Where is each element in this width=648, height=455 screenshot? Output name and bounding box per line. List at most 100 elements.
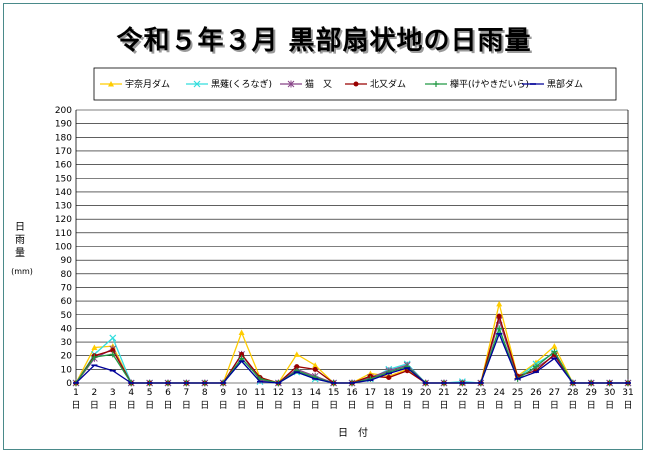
x-tick-suffix: 日: [255, 400, 264, 411]
data-point: [533, 363, 539, 370]
legend-label: 北又ダム: [370, 78, 406, 90]
data-point: [109, 351, 116, 358]
series-line: [75, 313, 628, 384]
data-point: [312, 366, 318, 372]
series-0: [73, 300, 631, 386]
x-axis-ticks: 1日2日3日4日5日6日7日8日9日10日11日12日13日14日15日16日1…: [71, 388, 633, 411]
legend-entry: 宇奈月ダム: [100, 78, 170, 90]
legend-marker: [287, 80, 295, 88]
x-tick-label: 22: [457, 388, 468, 398]
x-axis-label: 日 付: [338, 426, 368, 439]
y-axis-label-char: 量: [15, 247, 25, 259]
series-line: [75, 303, 628, 384]
legend-entry: 黒部ダム: [522, 78, 583, 90]
legend-label: 黒部ダム: [547, 78, 583, 90]
y-axis-label: 日雨量 (mm): [11, 222, 33, 276]
legend-marker: [353, 81, 359, 87]
y-tick-label: 150: [55, 174, 72, 184]
legend-marker: [193, 80, 201, 88]
x-tick-suffix: 日: [274, 400, 283, 411]
legend-label: 黒薙(くろなぎ): [211, 78, 272, 90]
x-tick-label: 5: [147, 388, 153, 398]
data-point: [91, 354, 98, 361]
x-tick-suffix: 日: [403, 400, 412, 411]
x-tick-label: 12: [273, 388, 284, 398]
x-tick-suffix: 日: [495, 400, 504, 411]
x-tick-label: 15: [328, 388, 339, 398]
x-tick-label: 23: [475, 388, 486, 398]
data-point: [91, 344, 98, 351]
series-line: [75, 329, 628, 384]
x-tick-label: 6: [165, 388, 171, 398]
x-tick-suffix: 日: [421, 400, 430, 411]
y-axis-label-char: 雨: [15, 235, 25, 246]
x-tick-suffix: 日: [439, 400, 448, 411]
y-tick-label: 30: [61, 338, 73, 348]
y-tick-label: 160: [55, 161, 72, 171]
x-tick-label: 30: [604, 388, 616, 398]
y-tick-label: 90: [61, 256, 73, 266]
x-tick-label: 17: [365, 388, 376, 398]
x-tick-suffix: 日: [292, 400, 301, 411]
series-line: [75, 317, 628, 384]
data-point: [496, 325, 503, 332]
y-tick-label: 170: [55, 147, 72, 157]
data-point: [496, 300, 503, 307]
x-tick-label: 16: [346, 388, 358, 398]
x-tick-label: 19: [401, 388, 413, 398]
y-tick-label: 40: [61, 324, 73, 334]
x-tick-suffix: 日: [329, 400, 338, 411]
data-point: [109, 334, 117, 342]
x-tick-label: 21: [438, 388, 449, 398]
y-tick-label: 60: [61, 297, 73, 307]
x-tick-suffix: 日: [623, 400, 632, 411]
data-point: [294, 364, 300, 370]
x-tick-suffix: 日: [347, 400, 356, 411]
x-tick-label: 7: [184, 388, 190, 398]
x-tick-suffix: 日: [127, 400, 136, 411]
x-tick-suffix: 日: [384, 400, 393, 411]
x-tick-label: 29: [585, 388, 597, 398]
x-tick-label: 4: [128, 388, 134, 398]
y-tick-label: 130: [55, 202, 72, 212]
x-tick-label: 8: [202, 388, 208, 398]
x-tick-suffix: 日: [605, 400, 614, 411]
y-tick-label: 190: [55, 120, 72, 130]
data-point: [551, 348, 558, 355]
x-tick-suffix: 日: [108, 400, 117, 411]
y-tick-label: 0: [66, 379, 72, 389]
x-tick-label: 14: [309, 388, 321, 398]
y-tick-label: 50: [61, 311, 73, 321]
x-tick-label: 27: [549, 388, 560, 398]
x-tick-label: 13: [291, 388, 302, 398]
data-point: [551, 343, 558, 349]
x-tick-suffix: 日: [200, 400, 209, 411]
data-point: [386, 375, 392, 381]
y-axis-ticks: 0 10 20 30 40 50 60 70 80 90 100 110 120 130 140 150 160…: [55, 106, 72, 389]
y-tick-label: 140: [55, 188, 72, 198]
x-tick-suffix: 日: [587, 400, 596, 411]
legend-label: 猫 又: [305, 78, 332, 90]
legend-label: 宇奈月ダム: [125, 78, 170, 90]
legend-marker: [108, 81, 114, 87]
x-tick-suffix: 日: [90, 400, 99, 411]
y-tick-label: 120: [55, 215, 72, 225]
x-tick-label: 28: [567, 388, 579, 398]
x-tick-suffix: 日: [531, 400, 540, 411]
y-axis-unit: (mm): [11, 267, 33, 276]
data-point: [312, 362, 319, 368]
y-axis-label-char: 日: [15, 222, 25, 233]
legend: 宇奈月ダム 黒薙(くろなぎ) 猫 又 北又ダム 欅平(けやきだいら) 黒部ダム: [93, 67, 617, 101]
x-tick-label: 9: [220, 388, 226, 398]
y-tick-label: 200: [55, 106, 72, 116]
series-lines: [72, 300, 632, 387]
x-tick-label: 20: [420, 388, 432, 398]
grid: [75, 109, 629, 384]
x-tick-label: 3: [110, 388, 116, 398]
legend-marker: [433, 81, 439, 87]
x-tick-label: 24: [493, 388, 505, 398]
x-tick-suffix: 日: [237, 400, 246, 411]
x-tick-label: 26: [530, 388, 542, 398]
x-tick-suffix: 日: [182, 400, 191, 411]
